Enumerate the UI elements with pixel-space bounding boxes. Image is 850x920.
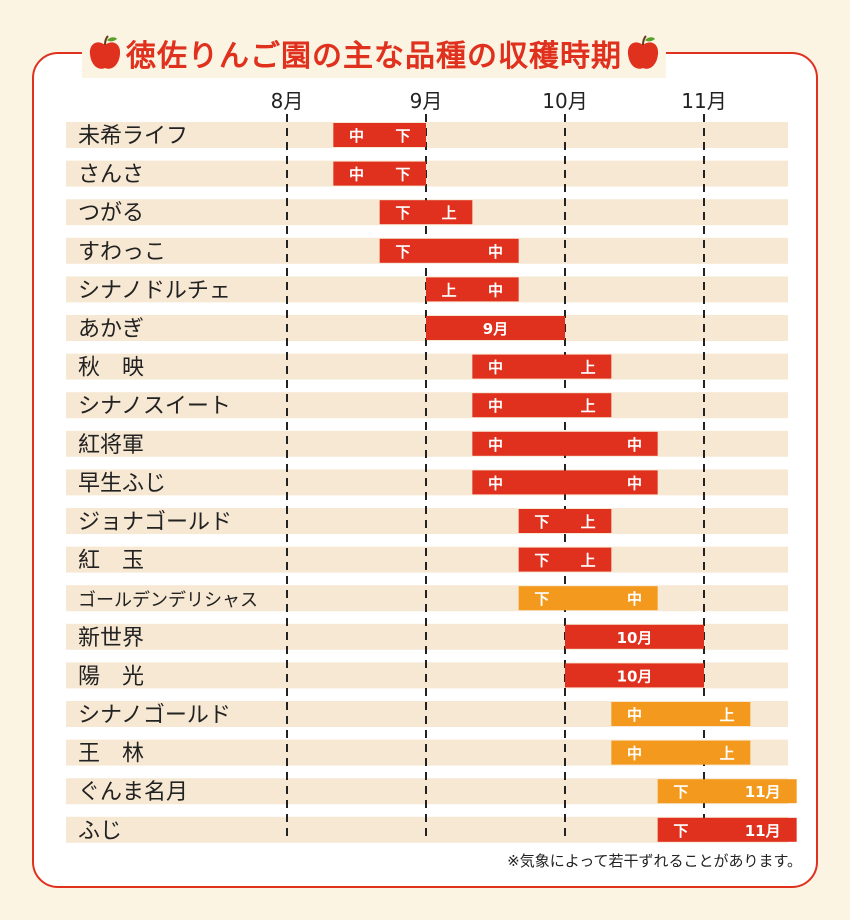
bar-label-end: 上 xyxy=(581,513,596,531)
harvest-bar xyxy=(379,238,519,263)
variety-label: すわっこ xyxy=(78,240,166,265)
bar-label-start: 下 xyxy=(673,783,688,801)
bar-label-start: 下 xyxy=(534,513,549,531)
harvest-bar xyxy=(518,509,612,533)
title-banner: 徳佐りんご園の主な品種の収穫時期 xyxy=(82,28,666,78)
bar-label-start: 中 xyxy=(488,474,503,492)
variety-label: 未希ライフ xyxy=(78,124,188,149)
bar-label: 9月 xyxy=(483,320,508,338)
variety-label: つがる xyxy=(78,201,144,226)
bar-label-end: 中 xyxy=(488,243,503,261)
variety-label: 新世界 xyxy=(78,626,144,651)
harvest-bar xyxy=(518,547,612,572)
variety-label: ゴールデンデリシャス xyxy=(78,590,258,611)
bar-label-end: 上 xyxy=(581,552,596,570)
harvest-bar xyxy=(657,779,797,804)
bar-label-start: 下 xyxy=(534,552,549,570)
variety-label: 陽 光 xyxy=(78,664,144,689)
harvest-bar xyxy=(611,740,751,765)
bar-label-start: 上 xyxy=(442,281,457,299)
bar-label-end: 中 xyxy=(627,590,642,608)
x-tick-label: 9月 xyxy=(410,89,443,113)
variety-label: シナノドルチェ xyxy=(78,278,231,303)
bar-label: 10月 xyxy=(617,629,653,647)
bar-label-start: 下 xyxy=(534,590,549,608)
variety-label: 紅将軍 xyxy=(78,433,144,458)
x-tick-label: 10月 xyxy=(542,89,587,113)
bar-label-end: 下 xyxy=(395,127,410,145)
bar-label-start: 中 xyxy=(627,706,642,724)
variety-label: 秋 映 xyxy=(78,356,144,381)
variety-label: ジョナゴールド xyxy=(78,510,232,535)
footnote: ※気象によって若干ずれることがあります。 xyxy=(507,852,802,870)
harvest-bar xyxy=(518,586,658,611)
bar-label-end: 下 xyxy=(395,166,410,184)
bar-label-start: 下 xyxy=(395,204,410,222)
x-tick-label: 8月 xyxy=(271,89,304,113)
variety-label: ぐんま名月 xyxy=(78,780,188,805)
variety-label: 紅 玉 xyxy=(78,549,144,574)
bar-label-start: 中 xyxy=(349,127,364,145)
page-title: 徳佐りんご園の主な品種の収穫時期 xyxy=(126,39,622,74)
bar-label-end: 中 xyxy=(627,436,642,454)
bar-label-end: 中 xyxy=(488,281,503,299)
bar-label-end: 11月 xyxy=(745,822,781,840)
harvest-bar xyxy=(611,702,751,726)
bar-label-end: 11月 xyxy=(745,783,781,801)
harvest-bar xyxy=(472,470,658,495)
variety-label: 早生ふじ xyxy=(78,471,166,496)
bar-label-end: 上 xyxy=(581,397,596,415)
bar-label: 10月 xyxy=(617,667,653,685)
apple-icon xyxy=(89,35,121,69)
harvest-bar xyxy=(333,123,426,147)
bar-label-start: 中 xyxy=(488,359,503,377)
bar-label-end: 上 xyxy=(442,204,457,222)
variety-label: シナノスイート xyxy=(78,394,231,419)
bar-label-start: 中 xyxy=(488,397,503,415)
bar-label-start: 中 xyxy=(349,166,364,184)
bar-label-end: 中 xyxy=(627,474,642,492)
bar-label-end: 上 xyxy=(720,745,735,763)
harvest-bar xyxy=(657,817,797,842)
harvest-bar xyxy=(333,161,426,186)
bar-label-start: 下 xyxy=(673,822,688,840)
variety-label: あかぎ xyxy=(78,317,144,342)
apple-icon xyxy=(627,35,659,69)
harvest-bar xyxy=(565,624,704,649)
bar-label-start: 下 xyxy=(395,243,410,261)
harvest-bar xyxy=(426,316,565,340)
variety-label: シナノゴールド xyxy=(78,703,231,728)
harvest-bar xyxy=(472,354,612,379)
bar-label-start: 中 xyxy=(627,745,642,763)
variety-label: ふじ xyxy=(78,819,122,844)
harvest-bar xyxy=(379,200,473,225)
variety-label: さんさ xyxy=(78,163,144,188)
x-tick-label: 11月 xyxy=(681,89,726,113)
harvest-bar xyxy=(565,663,704,688)
harvest-bar xyxy=(472,431,658,456)
bar-label-end: 上 xyxy=(720,706,735,724)
bar-label-end: 上 xyxy=(581,359,596,377)
variety-label: 王 林 xyxy=(78,742,144,767)
harvest-bar xyxy=(472,393,612,418)
harvest-bar xyxy=(426,277,519,302)
bar-label-start: 中 xyxy=(488,436,503,454)
